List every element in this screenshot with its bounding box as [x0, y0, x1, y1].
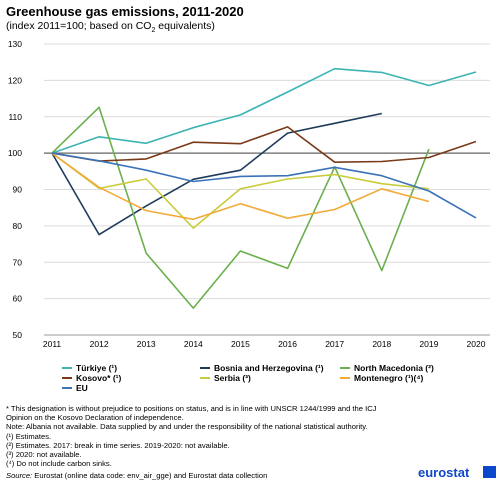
series-line: [51, 126, 477, 163]
x-tick-label: 2016: [278, 339, 297, 349]
chart-subtitle: (index 2011=100; based on CO2 equivalent…: [6, 20, 215, 35]
y-tick-label: 120: [8, 75, 22, 85]
footnote-line: Note: Albania not available. Data suppli…: [6, 422, 368, 432]
series-line: [51, 152, 430, 221]
x-tick-label: 2012: [90, 339, 109, 349]
footnote-line: (³) 2020: not available.: [6, 450, 82, 460]
x-tick-label: 2019: [419, 339, 438, 349]
series-line: [51, 152, 429, 229]
line-chart: 50 60 70 80 90 100 110 120 130 2011 2012 2013 2014 20…: [8, 39, 490, 349]
y-tick-label: 100: [8, 148, 22, 158]
x-tick-label: 2015: [231, 339, 250, 349]
y-tick-label: 110: [8, 112, 22, 122]
footnote-line: (²) Estimates. 2017: break in time serie…: [6, 440, 230, 450]
eu-flag-icon: [483, 466, 496, 478]
y-tick-label: 60: [13, 294, 23, 304]
series-line: [51, 67, 477, 154]
footnote-line: (⁴) Do not include carbon sinks.: [6, 459, 112, 469]
x-tick-label: 2014: [184, 339, 203, 349]
series-line: [51, 106, 430, 309]
series-line: [51, 152, 477, 219]
chart-title: Greenhouse gas emissions, 2011-2020: [6, 4, 244, 19]
x-tick-label: 2017: [325, 339, 344, 349]
series-line: [51, 112, 382, 236]
y-tick-label: 50: [13, 330, 23, 340]
footnote-line: Opinion on the Kosovo Declaration of ind…: [6, 413, 184, 423]
footnote-line: * This designation is without prejudice …: [6, 404, 377, 413]
y-tick-label: 130: [8, 39, 22, 49]
y-tick-label: 90: [13, 185, 23, 195]
eurostat-logo: eurostat: [418, 465, 496, 481]
y-tick-label: 80: [13, 221, 23, 231]
x-tick-label: 2013: [137, 339, 156, 349]
x-tick-label: 2018: [372, 339, 391, 349]
footnote-line: (¹) Estimates.: [6, 431, 52, 441]
y-tick-label: 70: [13, 257, 23, 267]
source-line: Source: Eurostat (online data code: env_…: [6, 471, 268, 480]
x-tick-label: 2011: [43, 339, 62, 349]
x-tick-label: 2020: [467, 339, 486, 349]
footnotes: * This designation is without prejudice …: [6, 404, 496, 468]
